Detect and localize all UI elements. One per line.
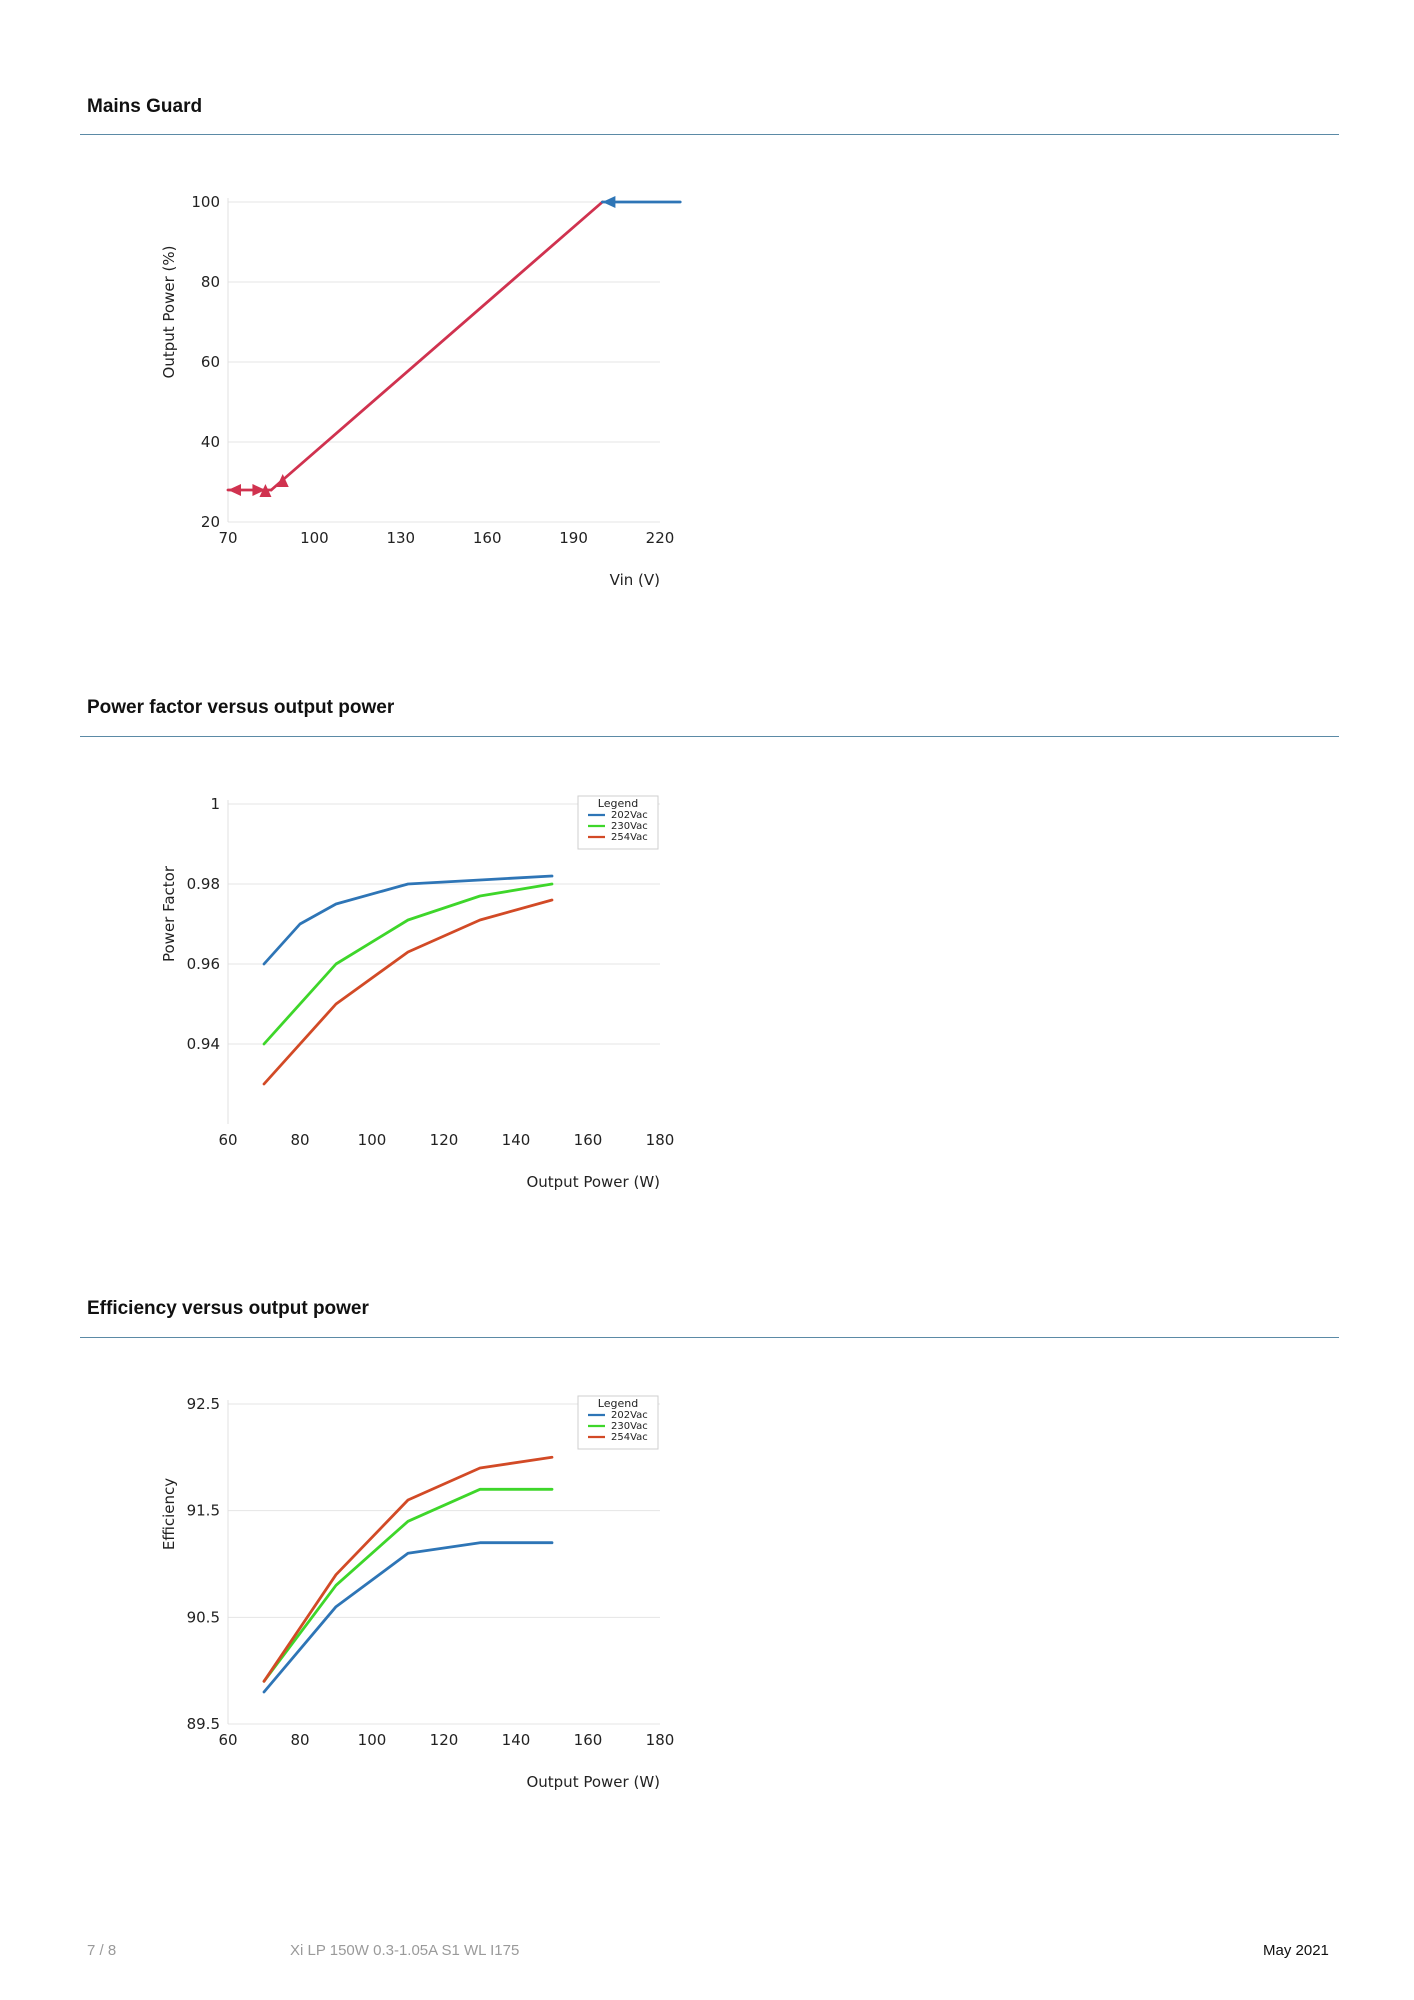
y-tick-label: 20 — [201, 513, 220, 531]
arrow-head-up — [276, 474, 289, 487]
y-tick-label: 40 — [201, 433, 220, 451]
y-tick-label: 0.94 — [187, 1035, 220, 1053]
x-tick-label: 80 — [290, 1131, 309, 1149]
y-axis-label: Output Power (%) — [160, 246, 178, 379]
y-tick-label: 90.5 — [187, 1608, 220, 1626]
x-tick-label: 120 — [430, 1731, 459, 1749]
x-axis-label: Output Power (W) — [526, 1773, 660, 1791]
x-tick-label: 60 — [218, 1131, 237, 1149]
x-tick-label: 160 — [574, 1731, 603, 1749]
y-tick-label: 60 — [201, 353, 220, 371]
series-line-202vac — [262, 1541, 554, 1694]
y-tick-label: 100 — [191, 193, 220, 211]
y-tick-label: 80 — [201, 273, 220, 291]
efficiency-chart: 89.5 90.5 91.5 92.5 60 80 100 120 140 160 180 Effic… — [160, 1395, 675, 1791]
legend-box — [577, 1395, 659, 1450]
y-tick-label: 89.5 — [187, 1715, 220, 1733]
section-divider — [80, 1337, 1339, 1338]
x-tick-label: 220 — [646, 529, 675, 547]
legend-box — [577, 795, 659, 850]
section-title-power-factor: Power factor versus output power — [87, 697, 395, 718]
x-tick-label: 100 — [300, 529, 329, 547]
x-tick-label: 180 — [646, 1731, 675, 1749]
section-divider — [80, 134, 1339, 135]
section-title-efficiency: Efficiency versus output power — [87, 1298, 369, 1319]
legend-entry: 202Vac — [611, 1410, 648, 1421]
y-tick-label: 0.96 — [187, 955, 220, 973]
series-line-202vac — [262, 874, 554, 966]
x-tick-label: 60 — [218, 1731, 237, 1749]
series-line-254vac — [262, 898, 554, 1086]
series-line-230vac — [262, 882, 554, 1046]
y-tick-label: 91.5 — [187, 1502, 220, 1520]
x-axis-label: Vin (V) — [610, 571, 660, 589]
y-tick-label: 0.98 — [187, 875, 220, 893]
y-tick-label: 92.5 — [187, 1395, 220, 1413]
x-tick-label: 70 — [218, 529, 237, 547]
x-tick-label: 180 — [646, 1131, 675, 1149]
arrow-head-left — [228, 484, 241, 496]
series-line-254vac — [262, 1455, 554, 1683]
arrow-head-right — [252, 484, 266, 496]
section-divider — [80, 736, 1339, 737]
arrow-head-up — [259, 484, 272, 497]
y-axis-label: Efficiency — [160, 1478, 178, 1550]
section-title-mains-guard: Mains Guard — [87, 96, 203, 117]
legend-entry: 202Vac — [611, 810, 648, 821]
arrow-head-left — [602, 196, 616, 208]
legend-title: Legend — [598, 1397, 638, 1410]
x-tick-label: 160 — [473, 529, 502, 547]
y-tick-label: 1 — [210, 795, 220, 813]
x-tick-label: 160 — [574, 1131, 603, 1149]
legend-entry: 230Vac — [611, 1421, 648, 1432]
legend-entry: 254Vac — [611, 832, 648, 843]
x-axis-label: Output Power (W) — [526, 1173, 660, 1191]
x-tick-label: 80 — [290, 1731, 309, 1749]
x-tick-label: 120 — [430, 1131, 459, 1149]
x-tick-label: 140 — [502, 1731, 531, 1749]
series-line-230vac — [262, 1487, 554, 1683]
x-tick-label: 130 — [386, 529, 415, 547]
x-tick-label: 100 — [358, 1131, 387, 1149]
mains-guard-chart: 20 40 60 80 100 70 100 130 160 190 220 Output Power… — [160, 193, 682, 589]
x-tick-label: 190 — [559, 529, 588, 547]
footer-date: May 2021 — [1263, 1942, 1329, 1959]
legend-entry: 254Vac — [611, 1432, 648, 1443]
legend-entry: 230Vac — [611, 821, 648, 832]
footer-product-name: Xi LP 150W 0.3-1.05A S1 WL I175 — [290, 1942, 520, 1959]
legend-title: Legend — [598, 797, 638, 810]
series-line-0 — [269, 200, 604, 492]
footer-page-number: 7 / 8 — [87, 1942, 117, 1959]
y-axis-label: Power Factor — [160, 865, 178, 962]
x-tick-label: 140 — [502, 1131, 531, 1149]
x-tick-label: 100 — [358, 1731, 387, 1749]
